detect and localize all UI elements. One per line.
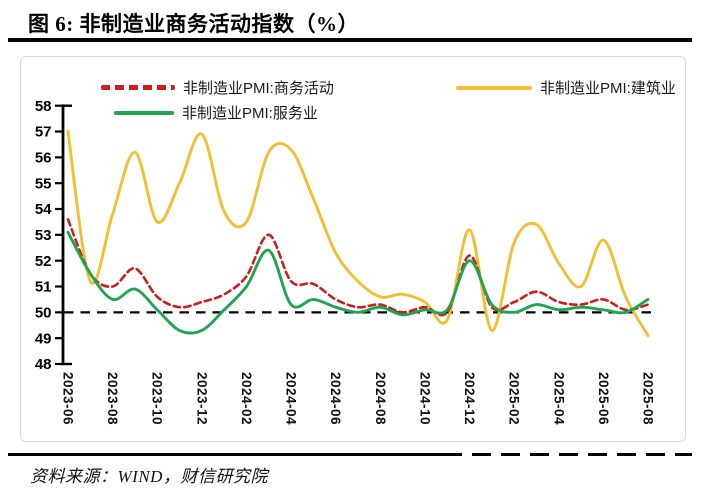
legend-swatch-dashed-red: [101, 85, 175, 90]
y-tick-label: 50: [35, 305, 52, 322]
y-tick-label: 55: [35, 175, 52, 192]
chart-container: 48 49 50 51 52 53 54 55 56 57 58 2023-06 2023-08 2023…: [20, 56, 686, 442]
legend-item-services: 非制造业PMI:服务业: [114, 102, 318, 123]
legend-swatch-solid-yellow: [456, 85, 532, 90]
legend-label: 非制造业PMI:商务活动: [183, 80, 334, 97]
x-tick-label: 2024-12: [462, 372, 477, 425]
legend-item-business-activity: 非制造业PMI:商务活动: [101, 77, 334, 98]
series-line-2: [66, 130, 650, 338]
x-tick-label: 2025-06: [596, 372, 611, 425]
series-line-0: [66, 218, 650, 317]
y-tick-label: 53: [35, 227, 52, 244]
x-tick-label: 2023-12: [194, 372, 209, 425]
y-tick-label: 56: [35, 150, 52, 167]
x-tick-label: 2023-06: [61, 372, 76, 425]
x-tick-label: 2025-08: [641, 372, 656, 425]
x-tick-label: 2023-08: [105, 372, 120, 425]
title-divider: [8, 38, 692, 42]
legend-item-construction: 非制造业PMI:建筑业: [456, 77, 676, 98]
x-tick-label: 2024-04: [284, 372, 299, 425]
x-tick-label: 2023-10: [150, 372, 165, 425]
source-note: 资料来源：WIND，财信研究院: [30, 467, 268, 486]
x-tick-label: 2024-08: [373, 372, 388, 425]
x-tick-label: 2024-10: [417, 372, 432, 425]
x-tick-label: 2024-06: [328, 372, 343, 425]
series-line-1: [66, 230, 650, 335]
y-tick-label: 57: [35, 124, 52, 141]
x-tick-label: 2025-02: [507, 372, 522, 425]
y-tick-label: 52: [35, 253, 52, 270]
x-tick-label: 2025-04: [551, 372, 566, 425]
y-tick-label: 48: [35, 356, 52, 373]
y-tick-label: 58: [35, 98, 52, 115]
legend-label: 非制造业PMI:建筑业: [540, 80, 676, 97]
y-tick-label: 54: [35, 201, 52, 218]
footer-divider: [8, 453, 692, 456]
legend-label: 非制造业PMI:服务业: [182, 105, 318, 122]
legend-swatch-solid-green: [114, 110, 174, 115]
y-tick-label: 49: [35, 330, 52, 347]
page-title: 图 6: 非制造业商务活动指数（%）: [28, 12, 359, 36]
pmi-line-chart: 48 49 50 51 52 53 54 55 56 57 58 2023-06 2023-08 2023…: [35, 98, 657, 425]
y-tick-label: 51: [35, 279, 52, 296]
x-tick-label: 2024-02: [239, 372, 254, 425]
